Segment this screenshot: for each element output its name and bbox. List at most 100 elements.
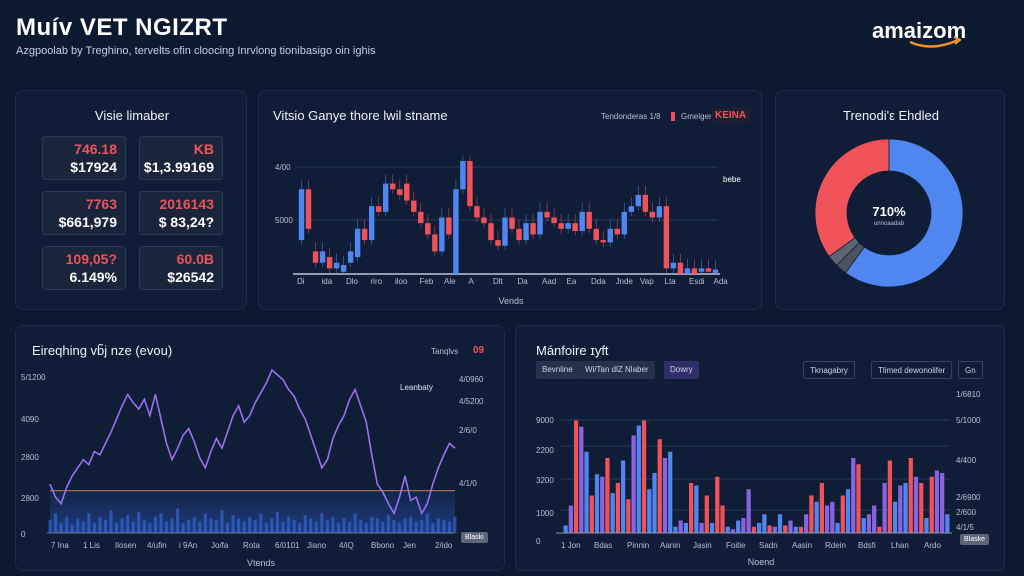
candle — [600, 240, 606, 243]
bar — [861, 518, 866, 533]
donut-title: Trenodi'ε Ehdled — [843, 108, 939, 123]
volume-bar — [392, 519, 396, 533]
donut-chart — [814, 138, 964, 288]
logo-text: amaizom — [872, 18, 967, 43]
candle — [319, 251, 326, 263]
x-tick: Jnde — [615, 277, 633, 286]
bar-badge[interactable]: Blaske — [960, 534, 990, 545]
bar — [699, 523, 704, 533]
bar — [898, 485, 903, 533]
x-tick: 4/iQ — [339, 541, 354, 550]
bar — [767, 525, 772, 533]
volume-bar — [264, 523, 268, 533]
metric-card[interactable]: 746.18 $17924 — [42, 136, 126, 180]
brand-logo: amaizom — [872, 18, 992, 52]
volume-bar — [203, 513, 207, 533]
bar — [683, 523, 689, 533]
x-tick: Jen — [403, 541, 416, 550]
bar — [793, 526, 798, 533]
metric-card[interactable]: KB $1,3.99169 — [139, 136, 223, 180]
option-button[interactable]: Gn — [958, 361, 983, 379]
x-tick: Feb — [419, 277, 434, 286]
volume-bar — [115, 523, 119, 533]
volume-bar — [436, 518, 440, 533]
x-axis-label: Vends — [498, 296, 524, 306]
x-tick: Sadn — [759, 541, 778, 550]
x-tick: Dda — [591, 277, 606, 286]
donut-center-sub: unnoaadab — [873, 221, 905, 227]
volume-bar — [248, 516, 252, 533]
right-y-tick: 4/1/5 — [956, 523, 974, 532]
candle — [425, 223, 431, 235]
y-tick: 9000 — [536, 416, 554, 425]
bar — [621, 460, 626, 533]
x-tick: Lhan — [891, 541, 909, 550]
donut-center-value: 710% — [872, 204, 906, 219]
volume-bar — [386, 515, 390, 533]
candle — [439, 217, 445, 252]
x-tick: Di — [297, 277, 305, 286]
filter-button[interactable]: Dowry — [664, 361, 699, 379]
candle — [397, 189, 403, 195]
candle — [509, 217, 515, 229]
volume-bar — [65, 516, 69, 533]
bar — [798, 526, 804, 533]
legend-item[interactable]: Gmelgen — [671, 112, 713, 121]
volume-bar — [431, 523, 435, 533]
candle — [551, 217, 557, 224]
volume-bar — [142, 519, 146, 533]
option-button[interactable]: Tlimed dewonolifer — [871, 361, 953, 379]
volume-bar — [303, 515, 307, 533]
volume-bar — [170, 518, 174, 533]
y-tick: 2800 — [21, 453, 39, 462]
candle-badge[interactable]: KEINA — [711, 108, 751, 123]
volume-bar — [281, 521, 285, 533]
logo-swoosh-icon — [909, 36, 962, 48]
bar — [809, 495, 814, 533]
candle-title: Vitsio Ganye thore lwil stname — [273, 108, 448, 123]
bar — [647, 489, 652, 533]
bar — [568, 505, 573, 533]
line-chart — [47, 368, 457, 534]
candle — [523, 223, 529, 241]
filter-button[interactable]: Wi/Tan dlZ Nlaber — [579, 361, 655, 379]
legend-item[interactable]: Leanbaty — [400, 383, 433, 392]
metric-card[interactable]: 109,05? 6.149% — [42, 246, 126, 290]
x-tick: Vap — [640, 277, 654, 286]
y-tick: 0 — [21, 530, 26, 539]
line-badge[interactable]: Blaski — [461, 532, 488, 543]
bar — [610, 493, 615, 533]
legend-item[interactable]: Tendonderas 1/8 — [601, 112, 661, 121]
filter-button[interactable]: Bevnline — [536, 361, 579, 379]
volume-bar — [336, 523, 340, 533]
metric-card[interactable]: 60.0B $26542 — [139, 246, 223, 290]
x-tick: Jasin — [693, 541, 712, 550]
candle — [361, 228, 368, 241]
bar — [887, 460, 892, 533]
x-tick: 7 Ina — [51, 541, 69, 550]
metric-card[interactable]: 2016143 $ 83,24? — [139, 191, 223, 235]
bar — [882, 483, 887, 533]
y-tick: 2200 — [536, 446, 554, 455]
bar — [605, 458, 610, 533]
candle — [586, 211, 592, 229]
bar — [804, 514, 809, 533]
candle — [705, 268, 712, 272]
candle — [663, 206, 670, 269]
candle — [481, 217, 487, 224]
x-tick: Rdein — [825, 541, 846, 550]
volume-bar — [364, 523, 368, 533]
metric-card[interactable]: 7763 $661,979 — [42, 191, 126, 235]
bar — [615, 483, 621, 533]
candle — [333, 262, 340, 269]
bar — [814, 501, 819, 533]
option-button[interactable]: Tknagabry — [803, 361, 855, 379]
donut-slice — [814, 138, 890, 258]
bar-chart — [556, 419, 952, 534]
candle — [326, 257, 333, 269]
bar — [929, 476, 934, 533]
candle — [404, 183, 410, 201]
x-tick: 4/ufin — [147, 541, 167, 550]
bar — [940, 473, 945, 533]
metric-bottom-value: $17924 — [70, 159, 117, 175]
